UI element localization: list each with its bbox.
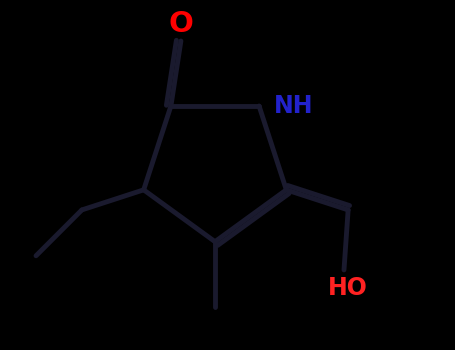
Text: HO: HO (328, 276, 368, 300)
Text: NH: NH (274, 94, 314, 118)
Text: O: O (168, 10, 193, 38)
